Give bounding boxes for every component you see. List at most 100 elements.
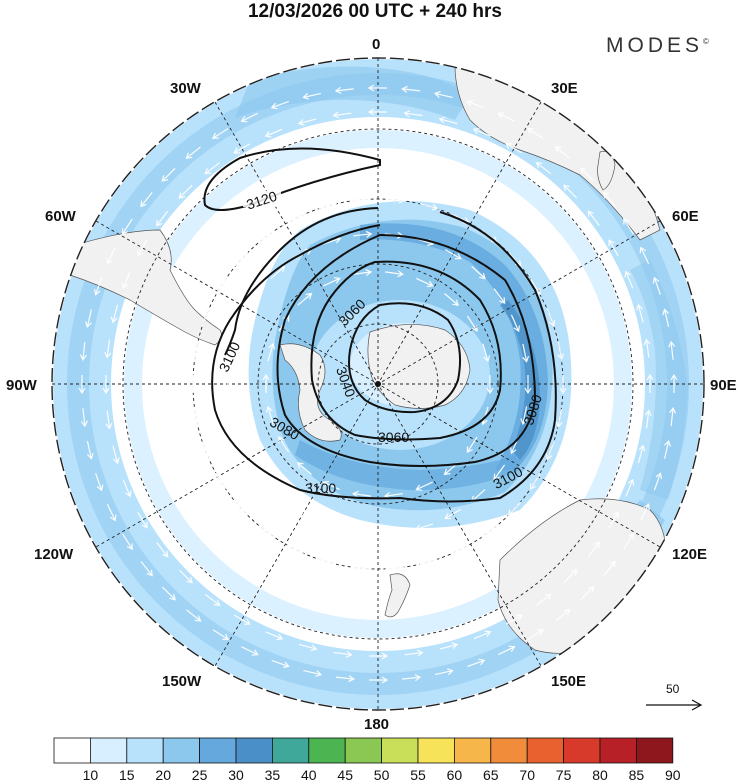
vector-key: 50 <box>640 682 710 712</box>
wind-arrow <box>80 408 88 428</box>
longitude-label-150e: 150E <box>551 673 586 690</box>
colorbar-swatch <box>490 737 528 764</box>
wind-arrow <box>444 293 459 306</box>
contour-label: 3060 <box>378 429 409 445</box>
wind-arrow <box>265 405 274 425</box>
wind-arrow <box>234 501 248 516</box>
wind-arrow <box>250 287 263 304</box>
wind-arrow <box>178 184 193 199</box>
wind-arrow <box>321 522 341 530</box>
wind-arrow <box>404 649 424 657</box>
wind-arrow <box>624 270 634 289</box>
longitude-label-30w: 30W <box>170 80 202 97</box>
contour-3120 <box>203 147 381 211</box>
wind-arrow <box>580 586 595 601</box>
wind-arrow <box>258 525 275 538</box>
wind-arrow <box>297 462 312 475</box>
arrow-right-icon <box>646 699 703 711</box>
wind-arrow <box>226 405 234 425</box>
wind-arrow <box>580 167 595 182</box>
wind-arrow <box>333 650 353 658</box>
colorbar-label: 30 <box>228 767 244 782</box>
wind-arrow <box>530 473 541 490</box>
brand-name: MODES <box>606 34 704 57</box>
polar-map: 3120 3100 3080 3060 3040 3060 3080 3100 … <box>6 36 737 730</box>
wind-arrow <box>85 309 92 329</box>
wind-arrow <box>286 544 304 555</box>
wind-arrow <box>664 439 671 459</box>
wind-arrow <box>303 670 323 677</box>
longitude-label-150w: 150W <box>162 673 202 690</box>
wind-arrow <box>493 464 506 481</box>
contour-3080 <box>276 233 537 467</box>
wind-arrow <box>554 146 570 159</box>
wind-arrow <box>185 146 201 159</box>
wind-arrow <box>352 529 372 537</box>
wind-arrow <box>112 445 120 465</box>
wind-arrow <box>211 128 229 139</box>
wind-arrow <box>278 436 290 453</box>
wind-arrow <box>587 210 600 226</box>
wind-arrow <box>201 307 211 326</box>
wind-arrow <box>236 313 246 332</box>
colorbar-label: 50 <box>374 767 390 782</box>
wind-arrow <box>418 558 438 567</box>
wind-arrow <box>178 569 193 584</box>
contour-3100-north <box>211 211 557 503</box>
colorbar-swatch <box>126 737 164 764</box>
wind-arrow <box>507 501 522 517</box>
polar-jet-core <box>360 223 548 470</box>
wind-arrow <box>401 85 421 93</box>
colorbar-label: 20 <box>155 767 171 782</box>
colorbar-label: 55 <box>410 767 426 782</box>
wind-arrow <box>297 118 317 126</box>
wind-arrow <box>236 435 246 454</box>
wind-arrow <box>555 408 563 428</box>
wind-arrow <box>294 508 312 519</box>
pole-dot-icon <box>375 381 381 387</box>
wind-arrow <box>233 614 251 625</box>
wind-arrow <box>317 557 337 565</box>
wind-arrow <box>603 191 616 207</box>
wind-arrow <box>473 630 492 640</box>
copyright-mark: © <box>703 37 709 46</box>
wind-arrow <box>186 609 202 622</box>
wind-arrow <box>369 652 389 660</box>
map-boundary <box>51 57 705 711</box>
wind-arrow <box>105 410 113 430</box>
contour-3100-west <box>224 207 379 356</box>
wind-arrow <box>403 110 423 118</box>
wind-arrow <box>250 463 263 480</box>
wind-arrow <box>384 565 405 573</box>
wind-arrow <box>419 203 439 211</box>
wind-arrow <box>563 569 578 584</box>
wind-arrow <box>587 541 601 558</box>
latitude-circle <box>122 128 634 640</box>
wind-arrow <box>93 277 103 296</box>
wind-arrow <box>434 668 454 676</box>
wind-arrow <box>486 375 494 395</box>
wind-arrow <box>352 490 372 498</box>
colorbar-swatch <box>599 737 637 764</box>
wind-arrow <box>402 674 422 682</box>
wind-arrow <box>640 503 650 521</box>
wind-arrow <box>367 108 387 116</box>
wind-arrow <box>193 340 201 360</box>
colorbar-swatch <box>417 737 455 764</box>
wind-arrow <box>95 473 104 492</box>
outer-jet-lobe-e <box>630 260 688 500</box>
colorbar-label: 65 <box>483 767 499 782</box>
wind-arrow <box>383 530 403 538</box>
wind-arrow <box>265 631 284 641</box>
wind-arrow <box>481 525 498 538</box>
wind-arrow <box>161 586 176 601</box>
wind-arrow <box>215 472 226 490</box>
colorbar-label: 45 <box>337 767 353 782</box>
wind-arrow <box>524 375 532 395</box>
wind-arrow <box>298 643 318 652</box>
wind-arrow <box>335 675 355 683</box>
longitude-label-60e: 60E <box>672 208 699 225</box>
colorbar-swatch <box>636 737 674 764</box>
wind-arrow <box>608 239 619 257</box>
wind-arrow <box>467 658 486 667</box>
